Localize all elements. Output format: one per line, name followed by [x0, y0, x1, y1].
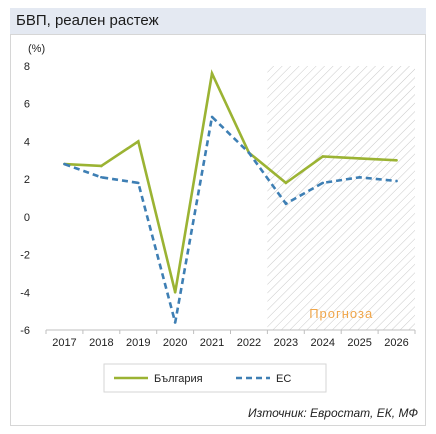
x-tick-label: 2023: [274, 337, 298, 349]
chart-box: [10, 34, 426, 426]
data-point: [395, 179, 398, 183]
forecast-area: [267, 66, 415, 330]
chart-title: БВП, реален растеж: [10, 8, 426, 34]
data-point: [100, 164, 103, 168]
x-tick-label: 2017: [52, 337, 76, 349]
legend-entry: България: [154, 373, 203, 385]
x-tick-label: 2024: [311, 337, 335, 349]
series-line: [64, 114, 397, 323]
y-tick-label: 4: [24, 136, 30, 148]
data-point: [210, 72, 214, 75]
y-tick-label: -4: [20, 287, 30, 299]
series-line: [64, 69, 397, 293]
y-tick-label: 2: [24, 174, 30, 186]
x-tick-label: 2020: [163, 337, 187, 349]
data-point: [284, 181, 288, 185]
data-point: [63, 162, 66, 166]
data-point: [136, 181, 140, 185]
y-tick-label: -6: [20, 325, 30, 337]
legend-entry: ЕС: [276, 373, 291, 385]
data-point: [321, 181, 325, 185]
y-tick-label: -2: [20, 250, 30, 262]
y-tick-label: 0: [24, 212, 30, 224]
forecast-label: Прогноза: [309, 306, 373, 321]
x-tick-label: 2022: [237, 337, 261, 349]
data-point: [100, 175, 103, 179]
data-point: [247, 151, 251, 155]
y-tick-label: 8: [24, 61, 30, 73]
x-tick-label: 2025: [347, 337, 371, 349]
y-unit-label: (%): [28, 43, 45, 55]
x-tick-label: 2018: [89, 337, 113, 349]
data-point: [136, 140, 140, 143]
x-tick-label: 2019: [126, 337, 150, 349]
data-point: [321, 155, 325, 158]
source-note: Източник: Евростат, ЕК, МФ: [248, 406, 418, 420]
y-tick-label: 6: [24, 99, 30, 111]
x-tick-label: 2026: [384, 337, 408, 349]
data-point: [173, 290, 177, 294]
data-point: [395, 158, 398, 162]
data-point: [358, 175, 361, 179]
data-point: [210, 115, 214, 119]
x-tick-label: 2021: [200, 337, 224, 349]
data-point: [358, 157, 361, 160]
data-point: [284, 202, 288, 205]
data-point: [173, 321, 177, 324]
